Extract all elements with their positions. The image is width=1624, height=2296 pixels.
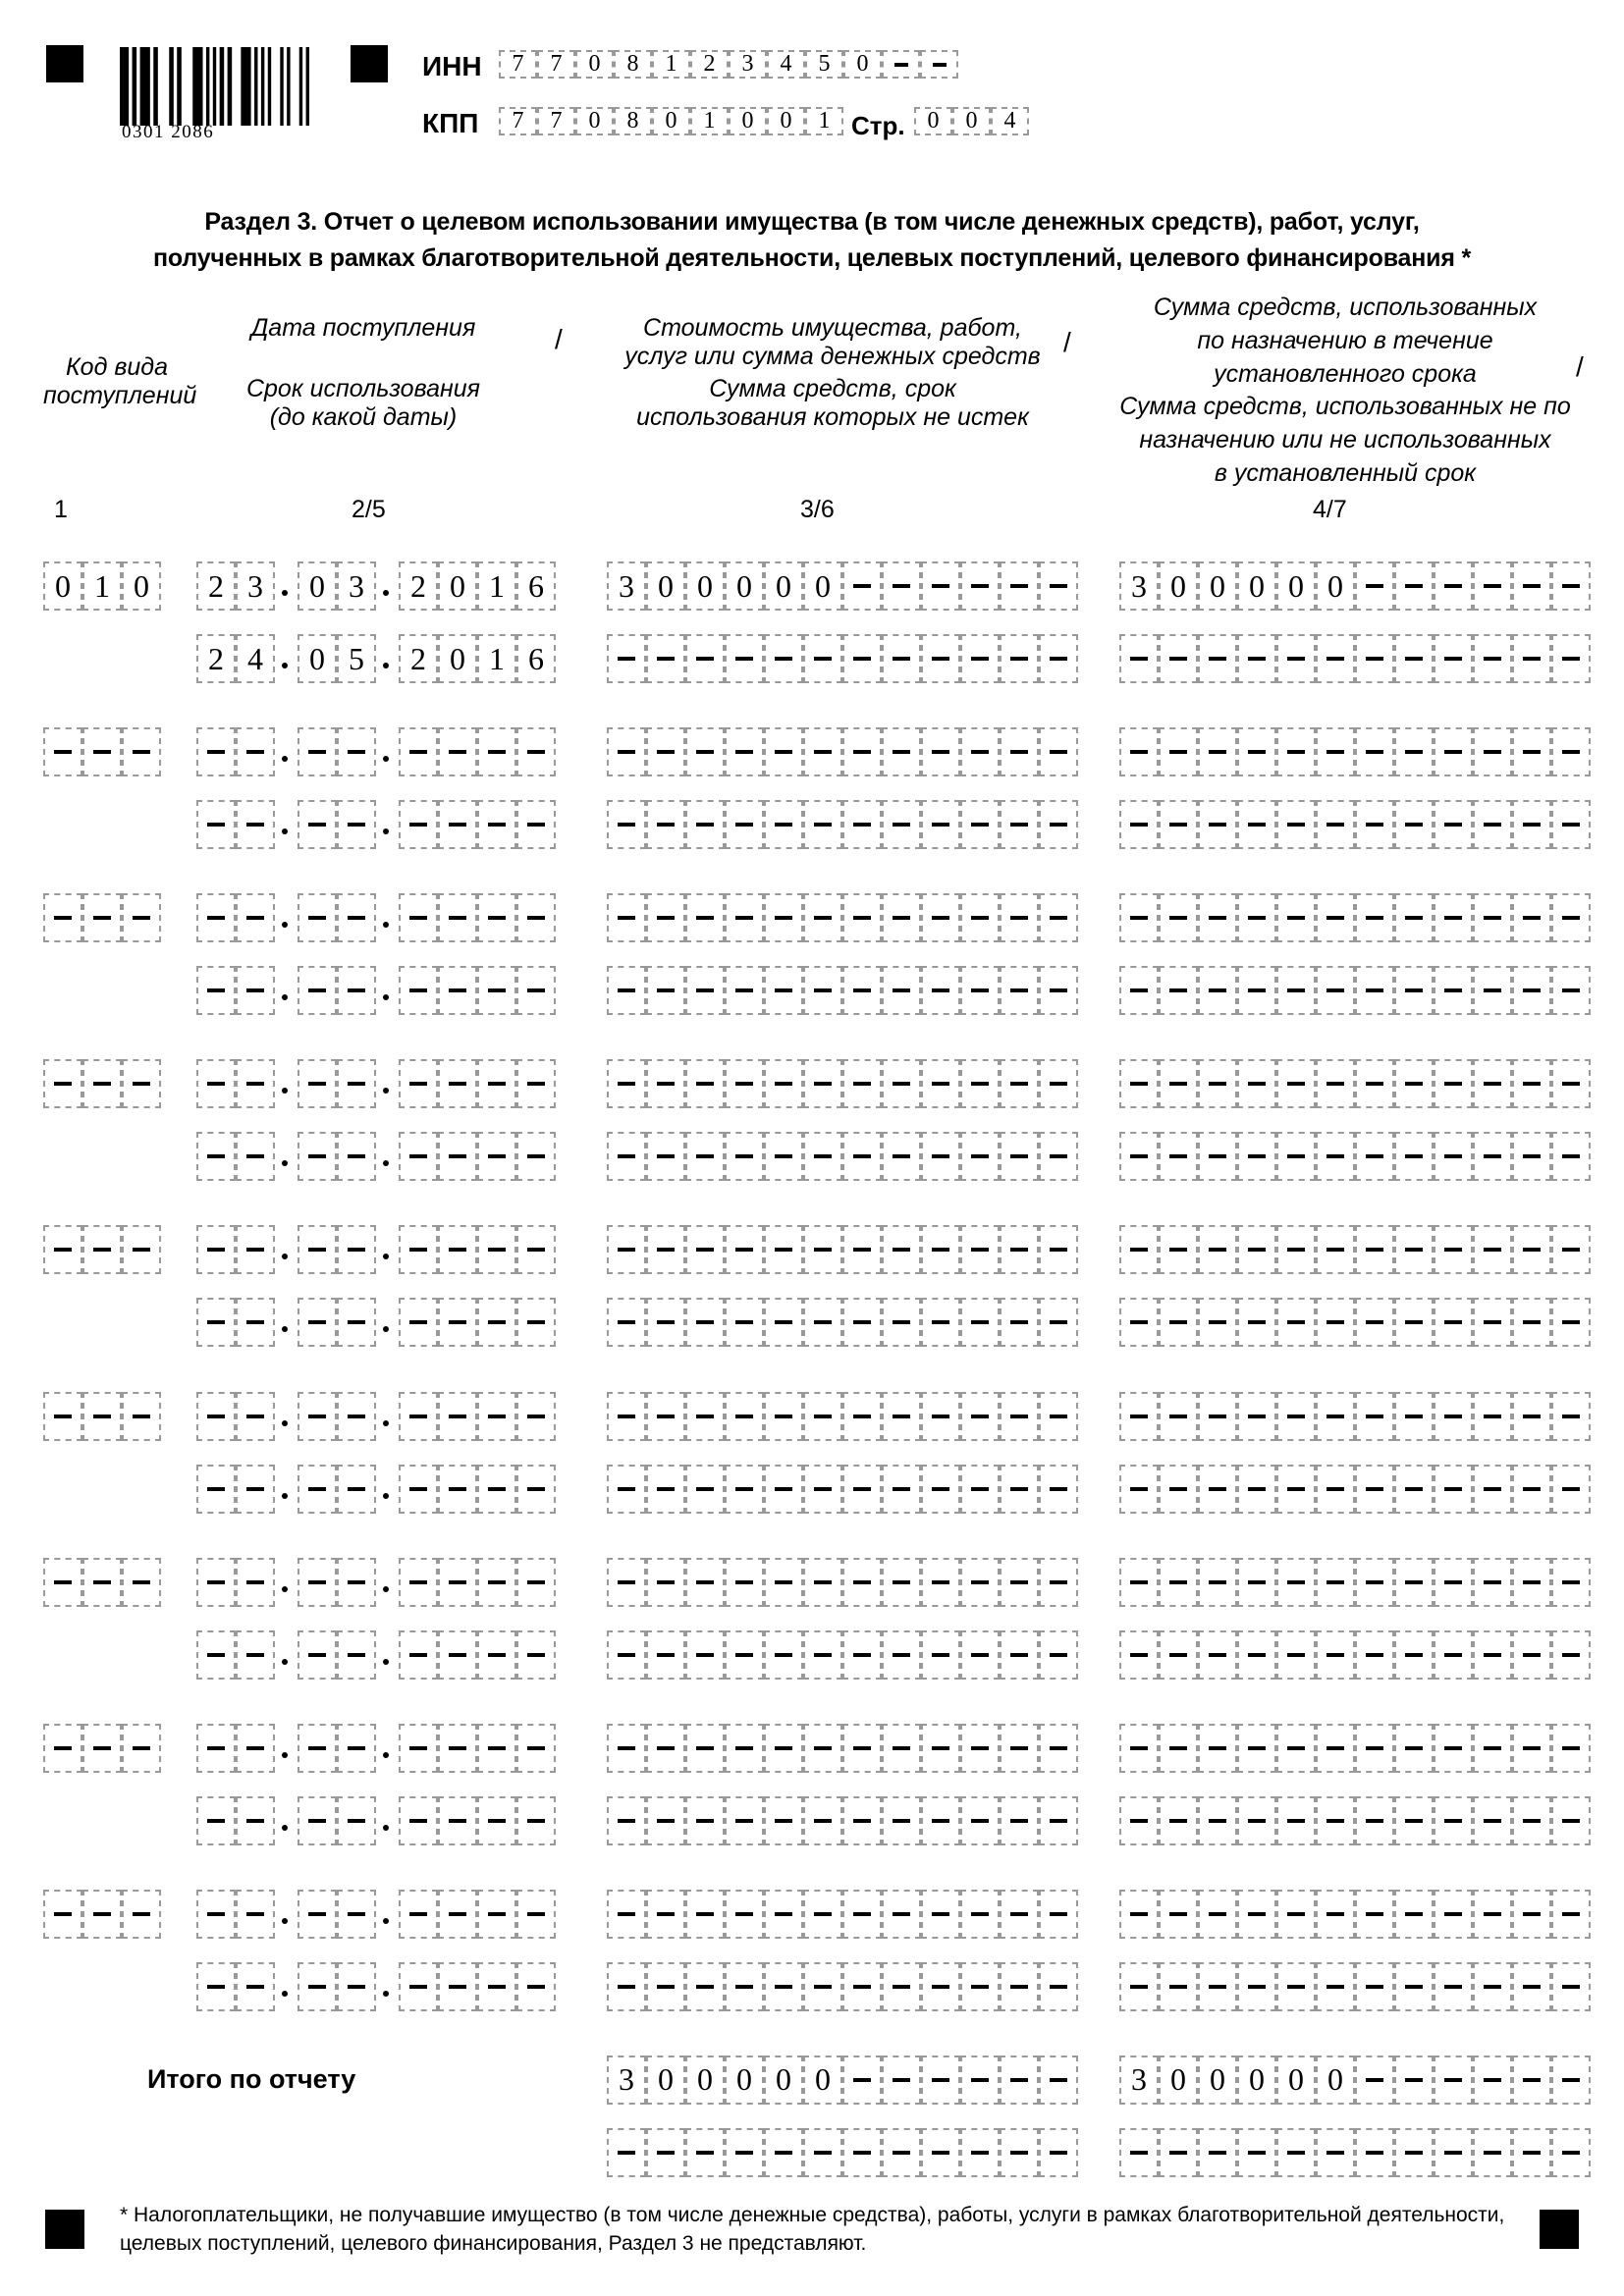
svg-text:0301 2086: 0301 2086 [122, 122, 214, 140]
